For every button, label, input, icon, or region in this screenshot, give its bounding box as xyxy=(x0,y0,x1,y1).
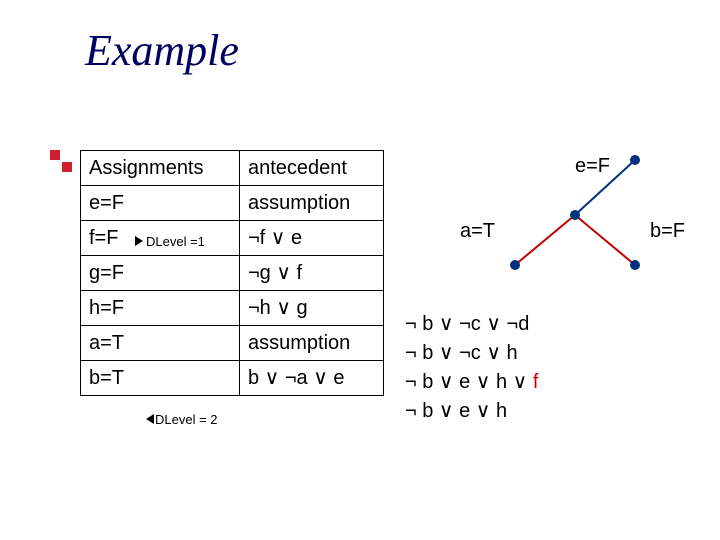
assignments-cell: g=F xyxy=(81,256,240,291)
clause: ¬ b ∨ e ∨ h ∨ f xyxy=(405,368,538,397)
antecedent-cell: ¬h ∨ g xyxy=(240,291,384,326)
antecedent-cell: assumption xyxy=(240,186,384,221)
dlevel-arrow-icon xyxy=(146,414,154,424)
assignments-cell: e=F xyxy=(81,186,240,221)
slide-title: Example xyxy=(85,25,239,76)
assignments-table: Assignmentsantecedente=Fassumptionf=F¬f … xyxy=(80,150,384,396)
clause-text: ¬ b ∨ e ∨ h ∨ xyxy=(405,371,533,393)
slide: Example Assignmentsantecedente=Fassumpti… xyxy=(0,0,720,540)
dlevel-label: DLevel = 2 xyxy=(155,412,218,427)
tree-node-label: b=F xyxy=(650,220,685,243)
table-row: e=Fassumption xyxy=(81,186,384,221)
assignments-cell: Assignments xyxy=(81,151,240,186)
tree-edge xyxy=(515,215,575,265)
table-row: f=F¬f ∨ e xyxy=(81,221,384,256)
dlevel-arrow-icon xyxy=(135,236,143,246)
clause: ¬ b ∨ ¬c ∨ ¬d xyxy=(405,310,538,339)
tree-node xyxy=(570,210,580,220)
table-row: h=F¬h ∨ g xyxy=(81,291,384,326)
accent-square xyxy=(62,162,72,172)
clause-text: ¬ b ∨ e ∨ h xyxy=(405,400,507,422)
tree-svg xyxy=(405,150,705,280)
table-row: g=F¬g ∨ f xyxy=(81,256,384,291)
table-header-row: Assignmentsantecedent xyxy=(81,151,384,186)
antecedent-cell: ¬g ∨ f xyxy=(240,256,384,291)
assignments-cell: a=T xyxy=(81,326,240,361)
antecedent-cell: antecedent xyxy=(240,151,384,186)
tree-node-label: a=T xyxy=(460,220,495,243)
accent-square xyxy=(50,150,60,160)
clause: ¬ b ∨ e ∨ h xyxy=(405,397,538,426)
assignments-cell: h=F xyxy=(81,291,240,326)
assignments-cell: b=T xyxy=(81,361,240,396)
tree-edge xyxy=(575,215,635,265)
tree-node xyxy=(510,260,520,270)
tree-node xyxy=(630,260,640,270)
dlevel-label: DLevel =1 xyxy=(146,234,205,249)
antecedent-cell: assumption xyxy=(240,326,384,361)
table-row: a=Tassumption xyxy=(81,326,384,361)
antecedent-cell: b ∨ ¬a ∨ e xyxy=(240,361,384,396)
clause: ¬ b ∨ ¬c ∨ h xyxy=(405,339,538,368)
tree-node-label: e=F xyxy=(575,155,610,178)
clause-list: ¬ b ∨ ¬c ∨ ¬d ¬ b ∨ ¬c ∨ h ¬ b ∨ e ∨ h ∨ f… xyxy=(405,310,538,426)
antecedent-cell: ¬f ∨ e xyxy=(240,221,384,256)
clause-text: ¬ b ∨ ¬c ∨ h xyxy=(405,342,518,364)
clause-text: ¬ b ∨ ¬c ∨ ¬d xyxy=(405,313,529,335)
tree-node xyxy=(630,155,640,165)
table-row: b=Tb ∨ ¬a ∨ e xyxy=(81,361,384,396)
clause-text-red: f xyxy=(533,371,539,393)
